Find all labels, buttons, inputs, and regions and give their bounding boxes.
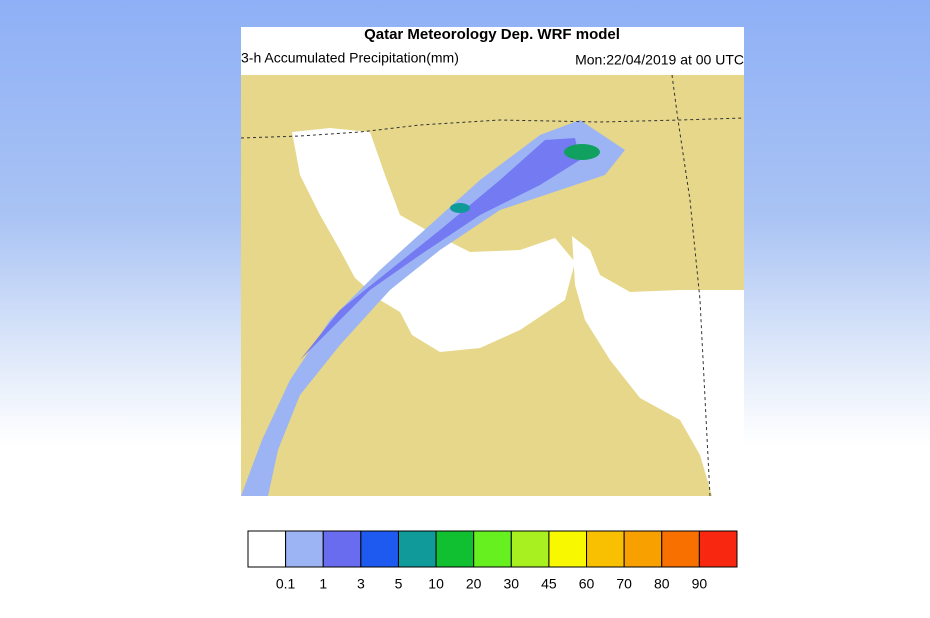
legend-swatch bbox=[285, 530, 324, 568]
arabian-sea bbox=[572, 236, 744, 496]
legend-swatch bbox=[247, 530, 287, 568]
legend: 0.1 1 3 5 10 20 30 45 60 70 80 90 bbox=[247, 530, 738, 592]
border bbox=[240, 117, 745, 139]
precip-heavy bbox=[564, 144, 600, 160]
legend-label: 3 bbox=[357, 576, 365, 592]
precip-moderate bbox=[300, 138, 580, 360]
legend-label: 45 bbox=[541, 576, 557, 592]
legend-label: 20 bbox=[466, 576, 482, 592]
legend-swatch bbox=[586, 530, 625, 568]
legend-swatch bbox=[322, 530, 362, 568]
legend-swatch bbox=[435, 530, 475, 568]
legend-label: 70 bbox=[616, 576, 632, 592]
border bbox=[671, 74, 711, 497]
legend-label: 5 bbox=[395, 576, 403, 592]
legend-label: 1 bbox=[319, 576, 327, 592]
legend-swatch bbox=[698, 530, 738, 568]
legend-swatch bbox=[397, 530, 437, 568]
legend-label: 30 bbox=[504, 576, 520, 592]
legend-label: 10 bbox=[428, 576, 444, 592]
legend-label: 80 bbox=[654, 576, 670, 592]
map bbox=[240, 74, 745, 497]
legend-swatch bbox=[473, 530, 512, 568]
legend-swatch bbox=[623, 530, 663, 568]
legend-label: 0.1 bbox=[276, 576, 296, 592]
valid-time: Mon:22/04/2019 at 00 UTC bbox=[575, 52, 744, 68]
legend-swatch bbox=[360, 530, 399, 568]
legend-swatch bbox=[548, 530, 588, 568]
legend-swatch bbox=[510, 530, 550, 568]
legend-label: 60 bbox=[579, 576, 595, 592]
legend-swatch bbox=[661, 530, 700, 568]
legend-label: 90 bbox=[692, 576, 708, 592]
subtitle: 3-h Accumulated Precipitation(mm) bbox=[241, 50, 459, 66]
precip-heavy bbox=[450, 203, 470, 213]
title: Qatar Meteorology Dep. WRF model bbox=[364, 26, 620, 43]
